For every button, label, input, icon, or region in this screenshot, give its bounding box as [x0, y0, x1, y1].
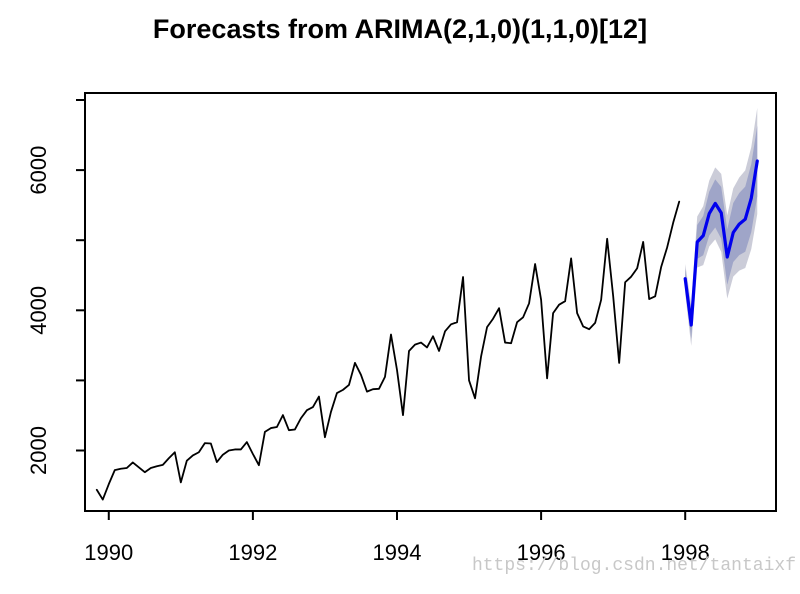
- confidence-band-80: [685, 125, 758, 339]
- y-tick-label: 6000: [26, 146, 51, 195]
- y-tick-label: 4000: [26, 286, 51, 335]
- x-tick-label: 1990: [84, 540, 133, 565]
- watermark: https://blog.csdn.net/tantaixf: [471, 556, 796, 576]
- x-tick-label: 1994: [373, 540, 422, 565]
- history-line: [95, 200, 681, 501]
- y-tick-label: 2000: [26, 426, 51, 475]
- forecast-line: [683, 159, 759, 327]
- plot-box: [84, 92, 777, 512]
- chart-title: Forecasts from ARIMA(2,1,0)(1,1,0)[12]: [152, 14, 648, 44]
- x-tick-label: 1996: [517, 540, 566, 565]
- x-tick-label: 1992: [228, 540, 277, 565]
- x-tick-label: 1998: [661, 540, 710, 565]
